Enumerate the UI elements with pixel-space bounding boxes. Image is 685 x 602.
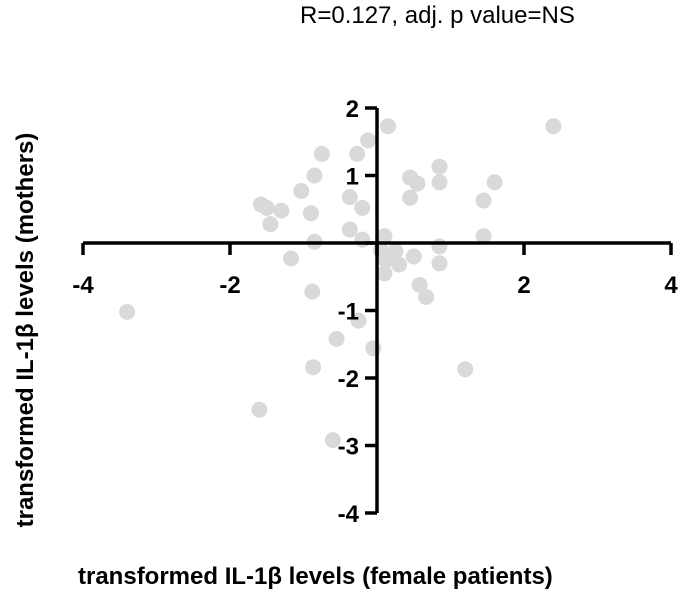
data-point xyxy=(431,174,448,191)
data-point xyxy=(360,132,377,149)
data-point xyxy=(341,189,358,206)
data-point xyxy=(304,283,321,300)
data-points xyxy=(119,118,562,449)
data-point xyxy=(354,231,371,248)
data-point xyxy=(306,167,323,184)
data-point xyxy=(376,265,393,282)
data-point xyxy=(457,361,474,378)
data-point xyxy=(380,118,396,135)
x-axis-label: transformed IL-1β levels (female patient… xyxy=(78,563,553,590)
data-point xyxy=(431,158,448,175)
data-point xyxy=(341,221,358,238)
data-point xyxy=(411,276,428,293)
data-point xyxy=(262,216,279,233)
data-point xyxy=(251,401,268,418)
y-tick-label: -2 xyxy=(338,366,359,393)
data-point xyxy=(405,248,422,265)
data-point xyxy=(324,432,341,449)
data-point xyxy=(391,256,408,273)
data-point xyxy=(328,330,345,347)
data-point xyxy=(354,199,371,216)
y-tick-label: -3 xyxy=(338,434,359,461)
data-point xyxy=(475,192,492,209)
data-point xyxy=(305,359,322,376)
y-tick-label: 2 xyxy=(346,96,359,123)
y-tick-label: -1 xyxy=(338,299,359,326)
axes xyxy=(81,106,673,515)
tick-labels: -4 -2 2 4 2 1 -1 -2 -3 -4 xyxy=(72,96,678,528)
data-point xyxy=(283,250,299,267)
data-point xyxy=(313,145,330,162)
data-point xyxy=(293,183,310,199)
data-point xyxy=(302,205,319,222)
data-point xyxy=(349,145,366,162)
x-tick-label: 4 xyxy=(664,272,678,299)
data-point xyxy=(431,238,448,255)
data-point xyxy=(409,175,426,192)
correlation-annotation: R=0.127, adj. p value=NS xyxy=(300,2,575,29)
x-tick-label: -4 xyxy=(72,272,94,299)
y-tick-label: 1 xyxy=(346,164,359,191)
data-point xyxy=(350,312,367,329)
data-point xyxy=(119,303,136,320)
data-point xyxy=(387,243,404,260)
data-point xyxy=(418,289,435,305)
data-point xyxy=(376,228,393,245)
y-axis-label: transformed IL-1β levels (mothers) xyxy=(12,132,39,528)
data-point xyxy=(486,174,503,191)
data-point xyxy=(258,199,275,216)
y-tick-label: -4 xyxy=(338,501,360,528)
data-point xyxy=(545,118,562,135)
x-tick-label: -2 xyxy=(219,272,240,299)
data-point xyxy=(431,255,448,272)
x-tick-label: 2 xyxy=(517,272,530,299)
data-point xyxy=(475,228,492,245)
data-point xyxy=(365,340,382,357)
data-point xyxy=(402,189,419,206)
data-point xyxy=(273,202,290,219)
